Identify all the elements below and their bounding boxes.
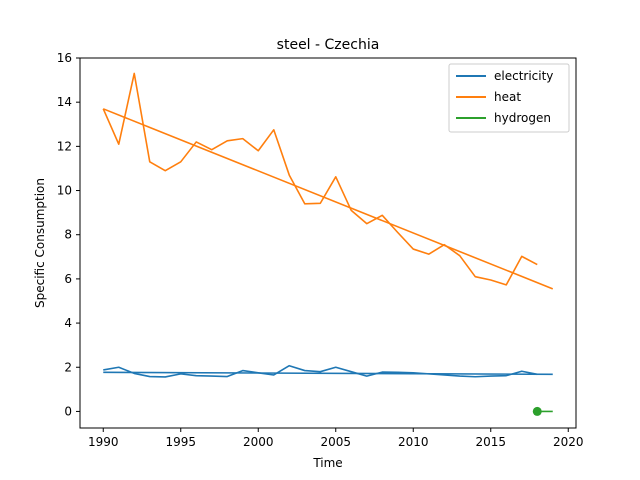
- legend: electricity heat hydrogen: [448, 63, 570, 133]
- x-tick-label: 2020: [553, 435, 584, 449]
- legend-label-hydrogen: hydrogen: [494, 111, 551, 125]
- y-tick-label: 8: [64, 228, 72, 242]
- x-tick-label: 2015: [475, 435, 506, 449]
- series-line-heat: [102, 72, 538, 286]
- y-tick-label: 6: [64, 272, 72, 286]
- x-tick-label: 2005: [320, 435, 351, 449]
- y-tick-label: 0: [64, 404, 72, 418]
- x-tick-label: 1990: [88, 435, 119, 449]
- y-tick-label: 12: [57, 139, 72, 153]
- chart-title: steel - Czechia: [277, 37, 380, 53]
- x-tick-label: 1995: [165, 435, 196, 449]
- trend-line-heat: [102, 108, 554, 290]
- y-tick-label: 10: [57, 184, 72, 198]
- y-axis-label: Specific Consumption: [33, 178, 47, 308]
- x-axis-label: Time: [312, 456, 342, 470]
- y-tick-label: 14: [57, 95, 72, 109]
- legend-label-heat: heat: [494, 90, 521, 104]
- series-layer: [102, 72, 554, 416]
- x-tick-label: 2000: [243, 435, 274, 449]
- legend-label-electricity: electricity: [494, 69, 553, 83]
- ticks-layer: 1990 1995 2000 2005 2010 2015 2020 0 2 4 6 8 10 12 14 1…: [57, 51, 584, 449]
- series-line-electricity: [103, 364, 538, 378]
- plot-frame: [79, 57, 577, 429]
- y-tick-label: 4: [64, 316, 72, 330]
- trend-line-electricity: [103, 371, 553, 376]
- y-tick-label: 16: [57, 51, 72, 65]
- y-tick-label: 2: [64, 360, 72, 374]
- x-tick-label: 2010: [398, 435, 429, 449]
- legend-box: [448, 63, 570, 133]
